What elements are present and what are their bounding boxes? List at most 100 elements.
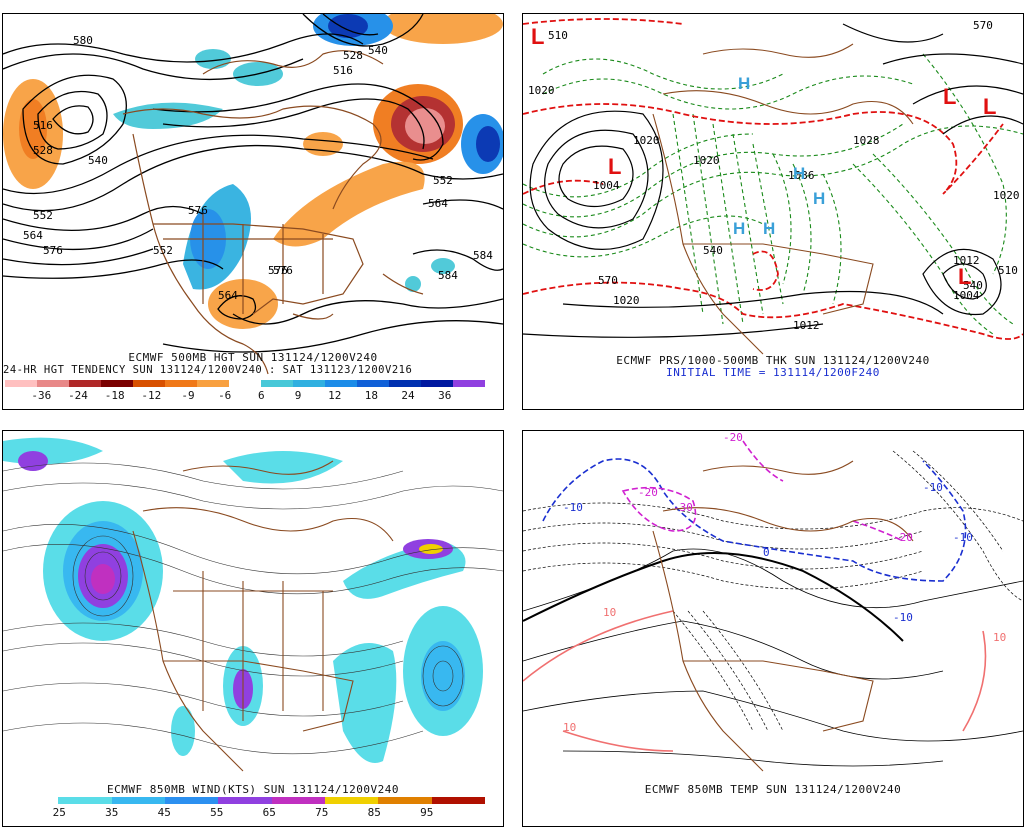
- low-pressure-marker: L: [958, 264, 971, 289]
- contour-label: 1004: [953, 289, 980, 302]
- coastlines: [122, 50, 424, 375]
- warm-isotherms: [523, 548, 1023, 767]
- temperature-panel: -20 -10 -10 -10 -20 -20 -30 -10 0 10 10 10 ECMWF 85…: [522, 430, 1024, 827]
- tendency-colorbar: [5, 380, 485, 387]
- colorbar-swatch: [37, 380, 69, 387]
- colorbar-label: 36: [438, 389, 452, 402]
- low-pressure-marker: L: [983, 94, 996, 119]
- colorbar-label: -24: [68, 389, 88, 402]
- colorbar-swatch: [357, 380, 389, 387]
- colorbar-label: -9: [181, 389, 195, 402]
- colorbar-swatch: [324, 797, 379, 804]
- pressure-caption: ECMWF PRS/1000-500MB THK SUN 131124/1200…: [616, 354, 930, 367]
- contour-label: 1012: [953, 254, 980, 267]
- contour-label: 584: [438, 269, 458, 282]
- temperature-caption: ECMWF 850MB TEMP SUN 131124/1200V240: [644, 783, 902, 796]
- wind-colorbar: [5, 797, 485, 804]
- coastlines: [652, 460, 914, 772]
- thickness-540-570: [523, 18, 1023, 340]
- tendency-caption: 24-HR HGT TENDENCY SUN 131124/1200V240 :…: [3, 364, 413, 376]
- contour-label: 570: [598, 274, 618, 287]
- colorbar-swatch: [378, 797, 432, 804]
- contour-label: 576: [268, 264, 288, 277]
- isotherm-label: 10: [563, 721, 576, 734]
- isotherm-zero: [523, 552, 904, 642]
- isotherm-label: 10: [603, 606, 616, 619]
- colorbar-label: -36: [31, 389, 52, 402]
- colorbar-label: 85: [367, 806, 381, 819]
- colorbar-swatch: [421, 380, 453, 387]
- isotherm-minus10: [542, 458, 967, 582]
- isotherm-label: -10: [893, 611, 913, 624]
- isobars: [523, 23, 1023, 338]
- contour-label: 576: [273, 264, 293, 277]
- contour-label: 552: [153, 244, 173, 257]
- temperature-labels: -20 -10 -10 -10 -20 -20 -30 -10 0 10 10 10: [563, 431, 1006, 734]
- colorbar-label: 6: [258, 389, 265, 402]
- low-pressure-marker: L: [608, 154, 621, 179]
- colorbar-label: -6: [218, 389, 232, 402]
- wind-colorbar-labels: 25 35 45 55 65 75 85 95: [33, 806, 453, 819]
- colorbar-swatch: [101, 380, 133, 387]
- cold-isotherms: [523, 450, 1023, 732]
- contour-label: 510: [548, 29, 568, 42]
- contour-label: 570: [973, 19, 993, 32]
- colorbar-label: 24: [401, 389, 415, 402]
- low-pressure-marker: L: [943, 84, 956, 109]
- contour-label: 580: [73, 34, 93, 47]
- colorbar-swatch: [453, 380, 485, 387]
- colorbar-label: 18: [364, 389, 378, 402]
- colorbar-label: 45: [157, 806, 171, 819]
- colorbar-swatch: [69, 380, 101, 387]
- contour-label: 1020: [528, 84, 555, 97]
- isotherm-label: -30: [673, 501, 693, 514]
- height-caption: ECMWF 500MB HGT SUN 131124/1200V240: [128, 351, 378, 364]
- colorbar-label: 75: [315, 806, 329, 819]
- isotherm-label: -20: [893, 531, 913, 544]
- colorbar-swatch: [293, 380, 325, 387]
- isotherm-label: 10: [993, 631, 1006, 644]
- contour-label: 576: [43, 244, 63, 257]
- high-pressure-marker: H: [733, 219, 745, 238]
- contour-label: 1028: [853, 134, 880, 147]
- contour-label: 528: [343, 49, 363, 62]
- contour-label: 552: [433, 174, 453, 187]
- colorbar-label: 55: [210, 806, 224, 819]
- contour-label: 540: [88, 154, 108, 167]
- isotherm-minus20: [621, 440, 904, 542]
- colorbar-swatch: [5, 797, 59, 804]
- isotherm-label: -10: [953, 531, 973, 544]
- low-pressure-marker: L: [531, 24, 544, 49]
- contour-label: 584: [473, 249, 493, 262]
- contour-label: 1020: [693, 154, 720, 167]
- contour-label: 540: [963, 279, 983, 292]
- high-pressure-marker: H: [793, 164, 805, 183]
- contour-label: 552: [33, 209, 53, 222]
- colorbar-swatch: [5, 380, 37, 387]
- contour-label: 1004: [593, 179, 620, 192]
- contour-label: 540: [703, 244, 723, 257]
- isotherm-label: -10: [563, 501, 583, 514]
- colorbar-swatch: [133, 380, 165, 387]
- contour-label: 528: [33, 144, 53, 157]
- colorbar-swatch: [229, 380, 261, 387]
- colorbar-label: 9: [294, 389, 302, 402]
- colorbar-swatch: [58, 797, 112, 804]
- isotherm-label: -10: [923, 481, 943, 494]
- wind-caption: ECMWF 850MB WIND(KTS) SUN 131124/1200V24…: [106, 783, 400, 796]
- colorbar-swatch: [164, 797, 219, 804]
- temperature-map: -20 -10 -10 -10 -20 -20 -30 -10 0 10 10 10: [523, 431, 1023, 772]
- colorbar-swatch: [389, 380, 421, 387]
- high-pressure-marker: H: [738, 74, 750, 93]
- colorbar-swatch: [218, 797, 272, 804]
- colorbar-label: 95: [420, 806, 434, 819]
- colorbar-swatch: [165, 380, 197, 387]
- coastlines: [652, 43, 914, 355]
- tendency-colorbar-labels: -36 -24 -18 -12 -9 -6 6 9 12 18 24 36: [23, 389, 463, 402]
- colorbar-swatch: [197, 380, 229, 387]
- colorbar-swatch: [271, 797, 325, 804]
- height-tendency-panel: 580 516 528 540 552 564 576 576 576 584 516 528 540 5…: [2, 13, 504, 410]
- wind-map: [3, 437, 503, 772]
- isotherm-label: -20: [723, 431, 743, 444]
